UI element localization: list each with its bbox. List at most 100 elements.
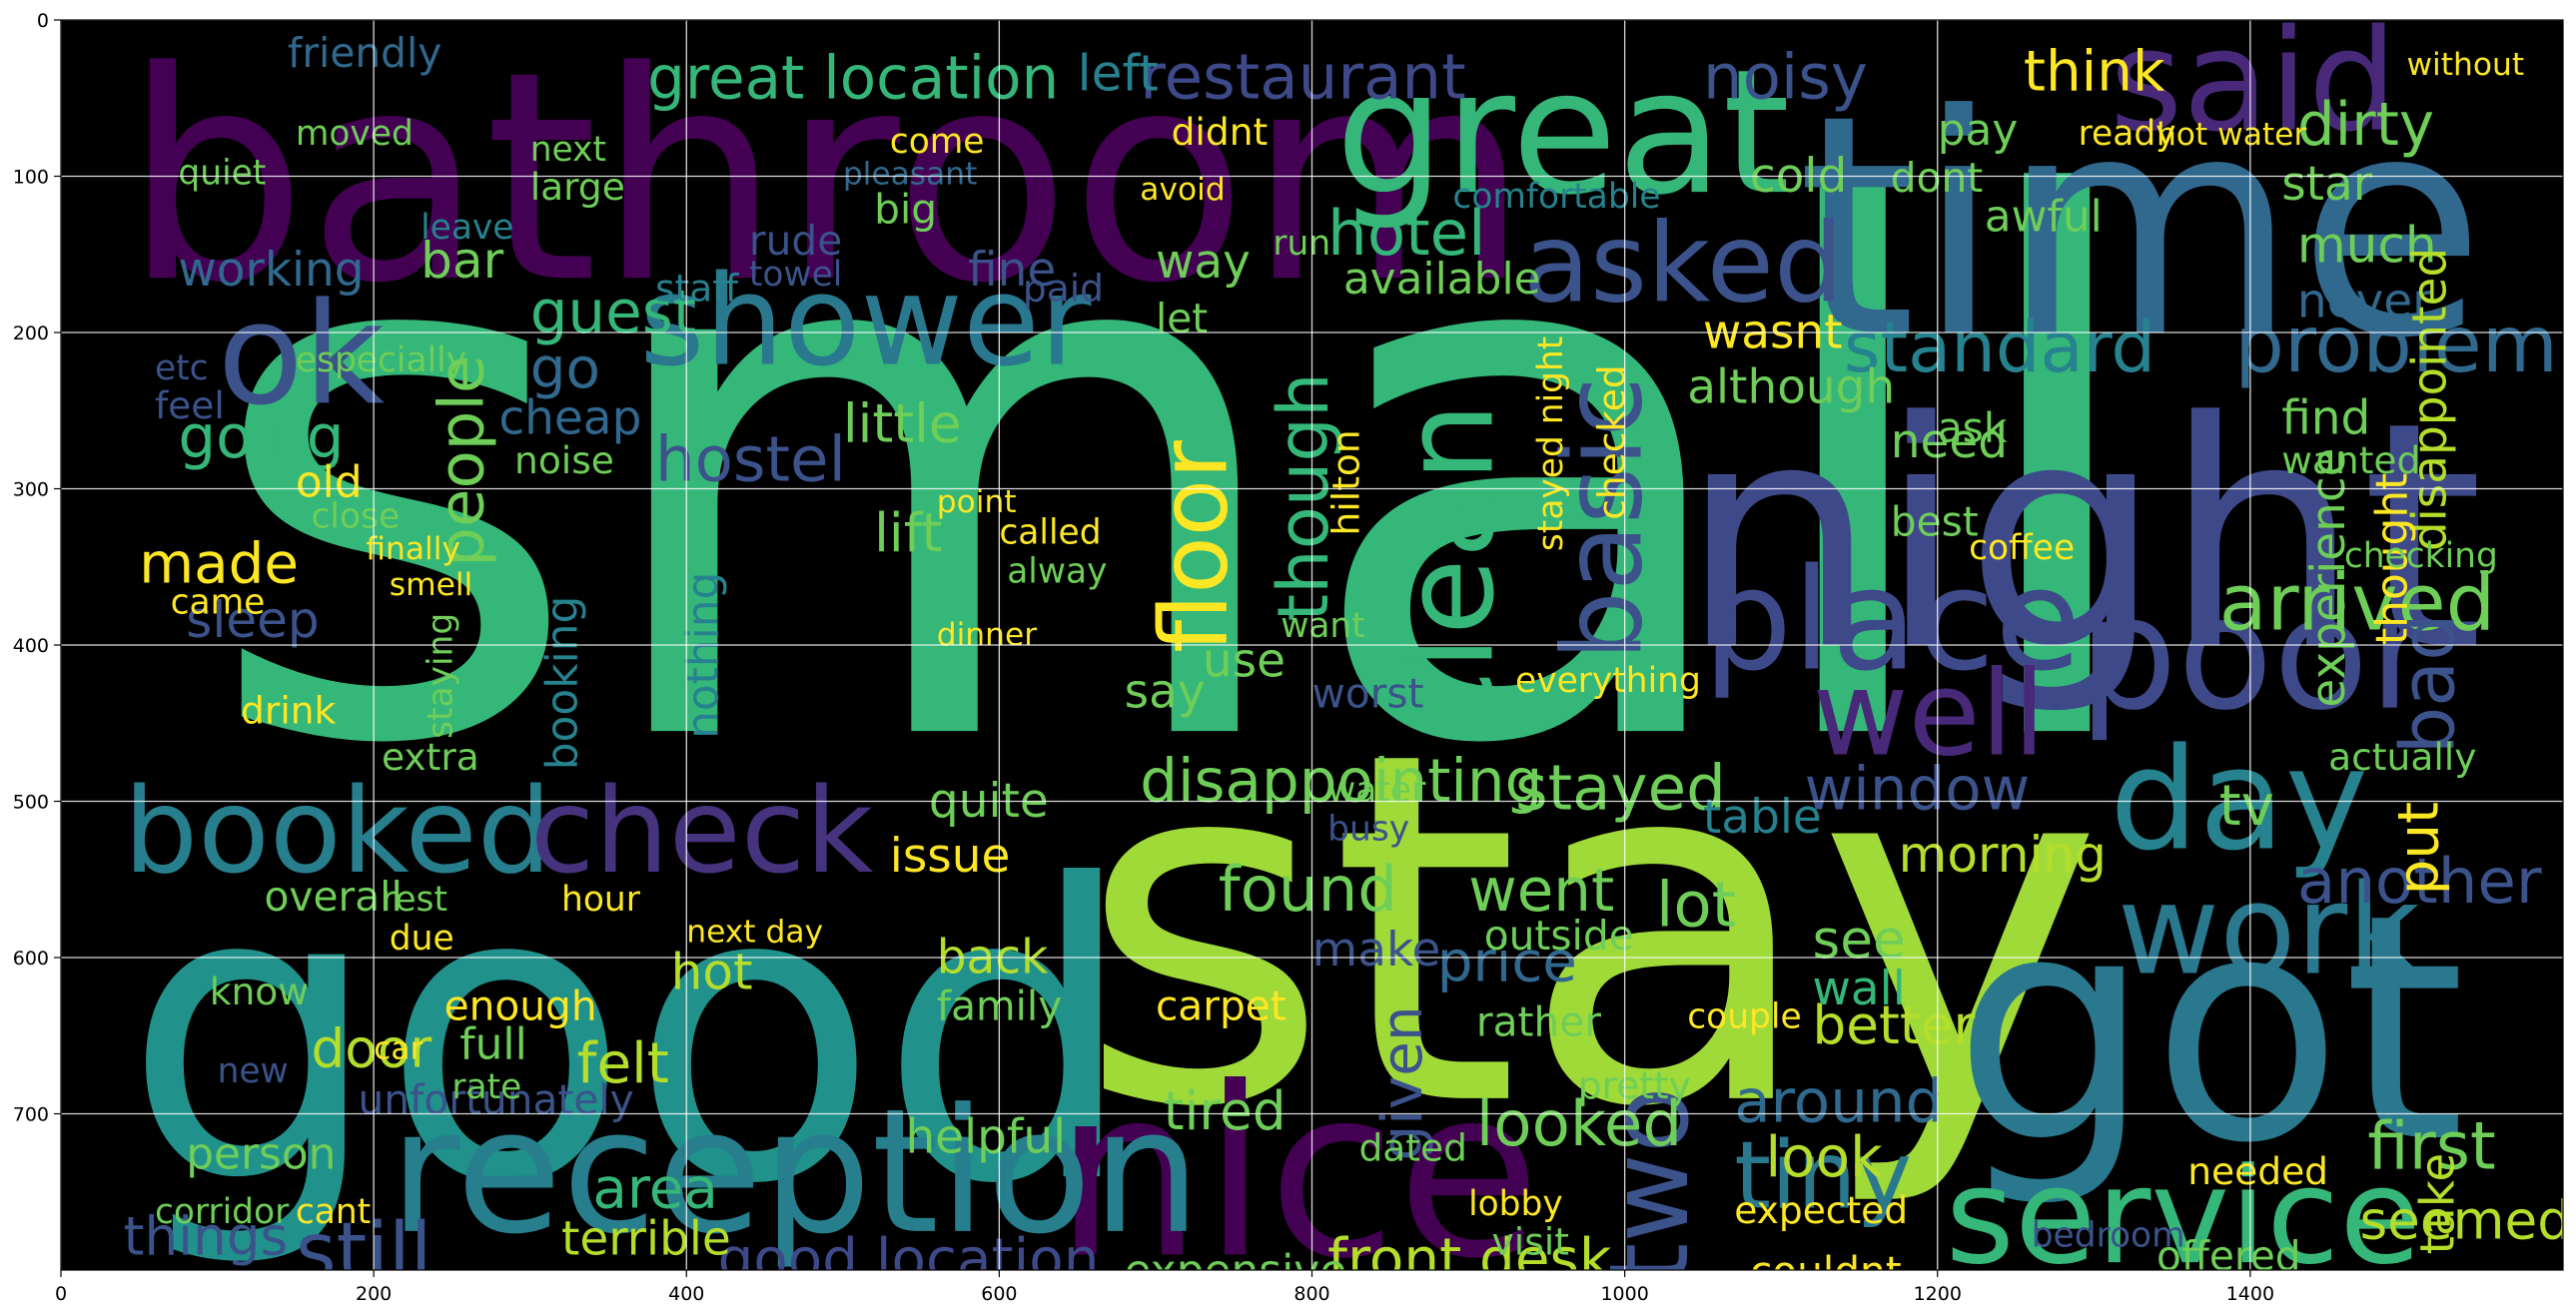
- word-rude: rude: [749, 217, 842, 265]
- word-extra: extra: [382, 735, 479, 779]
- y-tick-label: 700: [13, 1104, 49, 1126]
- word-left: left: [1078, 44, 1159, 102]
- y-axis: 0 100 200 300 400 500 600 700: [13, 10, 61, 1126]
- word-hostel: hostel: [655, 423, 846, 496]
- word-find: find: [2281, 391, 2370, 446]
- word-stayed: stayed: [1515, 751, 1726, 824]
- word-hotel: hotel: [1327, 197, 1485, 270]
- word-enough: enough: [444, 983, 597, 1030]
- word-thought: thought: [2366, 473, 2417, 645]
- word-ready: ready: [2079, 114, 2176, 154]
- word-reception: reception: [390, 1071, 1201, 1272]
- word-around: around: [1734, 1067, 1943, 1136]
- word-leave: leave: [421, 208, 513, 248]
- word-use: use: [1203, 633, 1286, 688]
- word-see: see: [1813, 909, 1906, 971]
- word-know: know: [210, 970, 309, 1013]
- x-tick-label: 800: [1293, 1283, 1329, 1305]
- word-busy: busy: [1327, 810, 1409, 850]
- word-people: people: [426, 355, 498, 567]
- word-great-location: great location: [647, 44, 1059, 113]
- word-tv: tv: [2219, 774, 2274, 839]
- word-big: big: [874, 185, 937, 233]
- word-seemed: seemed: [2359, 1190, 2571, 1252]
- word-next-day: next day: [686, 914, 823, 950]
- word-didnt: didnt: [1172, 110, 1269, 154]
- word-way: way: [1156, 235, 1251, 290]
- word-went: went: [1468, 857, 1614, 926]
- word-couple: couple: [1687, 996, 1801, 1036]
- word-come: come: [890, 122, 985, 162]
- word-check: check: [530, 763, 874, 900]
- word-outside: outside: [1484, 912, 1634, 960]
- word-person: person: [186, 1128, 336, 1179]
- word-stayed-night: stayed night: [1531, 336, 1571, 551]
- word-pleasant: pleasant: [843, 156, 978, 192]
- y-tick-label: 500: [13, 792, 49, 814]
- word-say: say: [1125, 665, 1206, 720]
- word-ask: ask: [1938, 404, 2008, 452]
- word-problem: problem: [2234, 300, 2558, 390]
- word-moved: moved: [296, 114, 414, 154]
- word-large: large: [530, 165, 625, 209]
- word-never: never: [2297, 274, 2432, 328]
- word-experience: experience: [2301, 447, 2356, 707]
- word-cant: cant: [296, 1192, 371, 1232]
- word-looked: looked: [1476, 1087, 1682, 1160]
- word-time: time: [1797, 50, 2485, 404]
- word-hour: hour: [561, 880, 641, 920]
- word-sleep: sleep: [186, 591, 319, 649]
- word-fine: fine: [968, 243, 1056, 298]
- word-ok: ok: [218, 273, 386, 436]
- word-old: old: [296, 456, 363, 507]
- word-terrible: terrible: [561, 1211, 731, 1266]
- word-little: little: [843, 393, 962, 455]
- word-expected: expected: [1734, 1188, 1908, 1232]
- word-bad: bad: [2383, 613, 2471, 754]
- word-staying: staying: [421, 613, 460, 739]
- word-service: service: [1946, 1140, 2421, 1294]
- y-tick-label: 0: [37, 10, 49, 32]
- y-tick-label: 200: [13, 323, 49, 344]
- word-pay: pay: [1938, 105, 2019, 156]
- word-much: much: [2297, 217, 2437, 275]
- word-bedroom: bedroom: [2032, 1216, 2185, 1256]
- word-want: want: [1281, 606, 1365, 646]
- word-new: new: [218, 1051, 289, 1091]
- word-towel: towel: [749, 255, 842, 295]
- word-awful: awful: [1985, 191, 2103, 242]
- word-dinner: dinner: [937, 617, 1037, 653]
- word-corridor: corridor: [155, 1192, 290, 1232]
- word-table: table: [1703, 790, 1822, 845]
- word-came: came: [171, 583, 266, 623]
- word-dirty: dirty: [2297, 91, 2434, 160]
- word-things: things: [124, 1205, 289, 1267]
- word-lift: lift: [874, 502, 942, 564]
- word-worst: worst: [1312, 670, 1424, 718]
- word-water: water: [1327, 771, 1426, 811]
- word-staff: staff: [655, 267, 739, 311]
- word-floor: floor: [1140, 440, 1249, 653]
- word-stay: stay: [1078, 650, 2104, 1213]
- word-small: small: [202, 50, 2158, 905]
- word-rest: rest: [382, 880, 447, 920]
- word-due: due: [390, 919, 454, 959]
- word-need: need: [1891, 414, 2008, 469]
- word-dont: dont: [1891, 154, 1983, 202]
- word-hot-water: hot water: [2156, 117, 2307, 153]
- word-felt: felt: [577, 1031, 669, 1096]
- word-restaurant: restaurant: [1140, 40, 1465, 113]
- word-booked: booked: [124, 763, 552, 900]
- word-close: close: [312, 497, 401, 537]
- word-another: another: [2297, 845, 2542, 918]
- word-cheap: cheap: [498, 391, 641, 446]
- word-think: think: [2024, 39, 2165, 104]
- word-bathroom: bathroom: [124, 10, 1529, 346]
- word-drink: drink: [241, 688, 336, 732]
- x-tick-label: 1200: [1914, 1283, 1962, 1305]
- word-shower: shower: [639, 248, 1092, 393]
- word-etc: etc: [155, 348, 209, 388]
- word-take: take: [2410, 1153, 2465, 1255]
- word-good: good: [124, 799, 1137, 1272]
